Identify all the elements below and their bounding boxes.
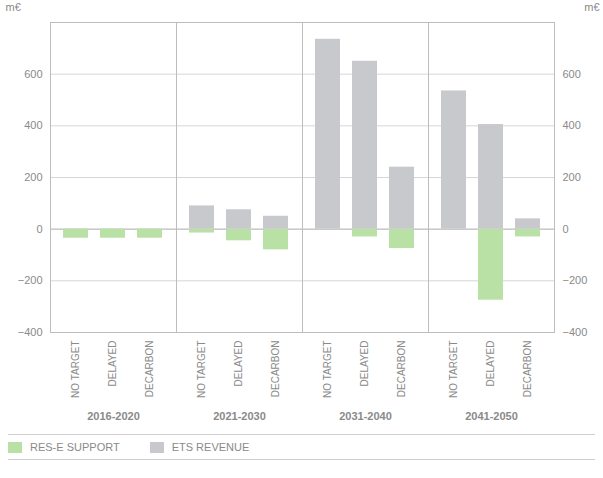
svg-text:NO TARGET: NO TARGET: [196, 341, 207, 398]
svg-text:0: 0: [36, 223, 42, 235]
svg-text:DELAYED: DELAYED: [233, 341, 244, 387]
svg-text:DELAYED: DELAYED: [107, 341, 118, 387]
svg-text:DECARBON: DECARBON: [144, 341, 155, 398]
svg-text:−200: −200: [18, 274, 43, 286]
svg-text:DECARBON: DECARBON: [522, 341, 533, 398]
svg-text:−400: −400: [18, 326, 43, 338]
svg-text:NO TARGET: NO TARGET: [448, 341, 459, 398]
svg-text:2031-2040: 2031-2040: [339, 410, 392, 422]
svg-text:DECARBON: DECARBON: [396, 341, 407, 398]
svg-text:m€: m€: [584, 1, 599, 13]
svg-text:200: 200: [563, 171, 581, 183]
svg-text:400: 400: [563, 119, 581, 131]
svg-text:m€: m€: [6, 1, 21, 13]
svg-text:200: 200: [24, 171, 42, 183]
svg-text:NO TARGET: NO TARGET: [322, 341, 333, 398]
svg-text:600: 600: [24, 68, 42, 80]
svg-text:−400: −400: [563, 326, 588, 338]
svg-text:2041-2050: 2041-2050: [465, 410, 518, 422]
svg-text:600: 600: [563, 68, 581, 80]
svg-text:−200: −200: [563, 274, 588, 286]
svg-text:DECARBON: DECARBON: [270, 341, 281, 398]
html-text:ETS REVENUE: ETS REVENUE: [171, 441, 250, 453]
html-text:RES-E SUPPORT: RES-E SUPPORT: [30, 441, 120, 453]
svg-text:2021-2030: 2021-2030: [213, 410, 266, 422]
svg-text:0: 0: [563, 223, 569, 235]
svg-text:NO TARGET: NO TARGET: [70, 341, 81, 398]
svg-text:DELAYED: DELAYED: [359, 341, 370, 387]
svg-text:400: 400: [24, 119, 42, 131]
svg-text:2016-2020: 2016-2020: [87, 410, 140, 422]
svg-text:DELAYED: DELAYED: [485, 341, 496, 387]
